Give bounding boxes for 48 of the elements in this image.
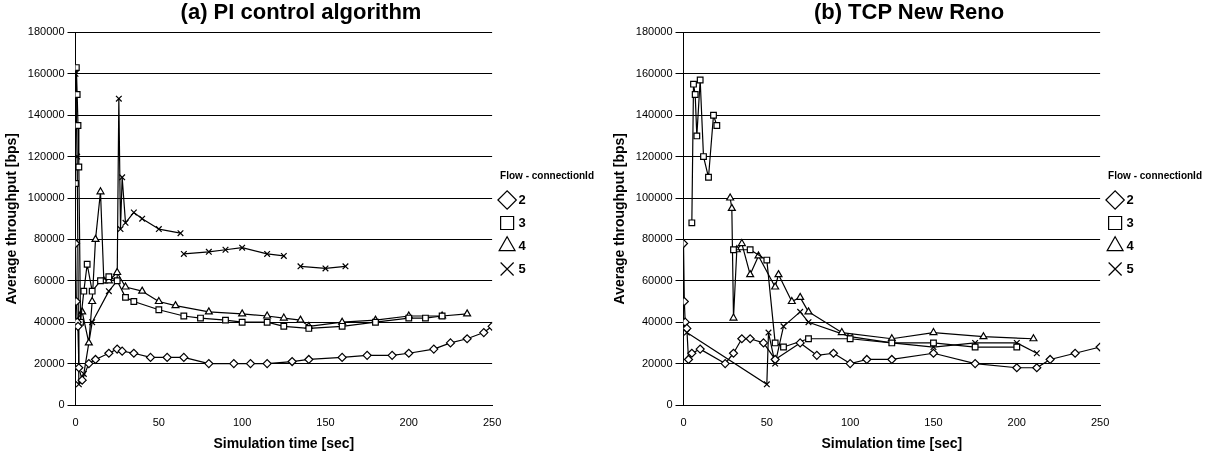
y-tick-label: 60000 [33,273,65,286]
legend-label: 3 [1126,214,1134,230]
y-tick-label: 0 [666,398,673,411]
y-tick-label: 160000 [635,66,673,79]
y-tick-label: 60000 [641,273,673,286]
x-tick-label: 150 [924,415,943,428]
legend-title: Flow - connectionId [1108,170,1202,182]
y-tick-label: 40000 [641,315,673,328]
legend-label: 4 [518,237,527,253]
y-axis-title: Average throughput [bps] [3,133,20,305]
y-tick-label: 180000 [635,25,673,38]
chart-title: (a) PI control algorithm [180,0,422,25]
y-tick-label: 80000 [641,232,673,245]
x-tick-label: 200 [399,415,418,428]
y-axis-title: Average throughput [bps] [611,133,628,305]
legend-label: 2 [1126,191,1134,207]
x-tick-label: 250 [482,415,502,428]
x-axis-title: Simulation time [sec] [821,435,963,452]
y-tick-label: 120000 [27,149,65,162]
legend-label: 3 [518,214,526,230]
x-tick-label: 150 [316,415,335,428]
x-tick-label: 200 [1007,415,1026,428]
legend-label: 2 [518,191,526,207]
x-tick-label: 50 [152,415,165,428]
legend-label: 5 [1126,260,1134,276]
y-tick-label: 100000 [635,191,673,204]
y-tick-label: 0 [58,398,65,411]
y-tick-label: 20000 [641,356,673,369]
y-tick-label: 100000 [27,191,65,204]
y-tick-label: 140000 [635,108,673,121]
x-tick-label: 250 [1090,415,1110,428]
y-tick-label: 20000 [33,356,65,369]
legend-label: 5 [518,260,526,276]
x-tick-label: 100 [232,415,252,428]
y-tick-label: 80000 [33,232,65,245]
chart-title: (b) TCP New Reno [813,0,1005,25]
x-tick-label: 0 [72,415,79,428]
x-tick-label: 0 [680,415,687,428]
x-tick-label: 50 [760,415,773,428]
y-tick-label: 140000 [27,108,65,121]
legend-label: 4 [1126,237,1135,253]
legend-title: Flow - connectionId [500,170,594,182]
x-axis-title: Simulation time [sec] [213,435,355,452]
y-tick-label: 120000 [635,149,673,162]
x-tick-label: 100 [840,415,860,428]
y-tick-label: 40000 [33,315,65,328]
y-tick-label: 180000 [27,25,65,38]
y-tick-label: 160000 [27,66,65,79]
